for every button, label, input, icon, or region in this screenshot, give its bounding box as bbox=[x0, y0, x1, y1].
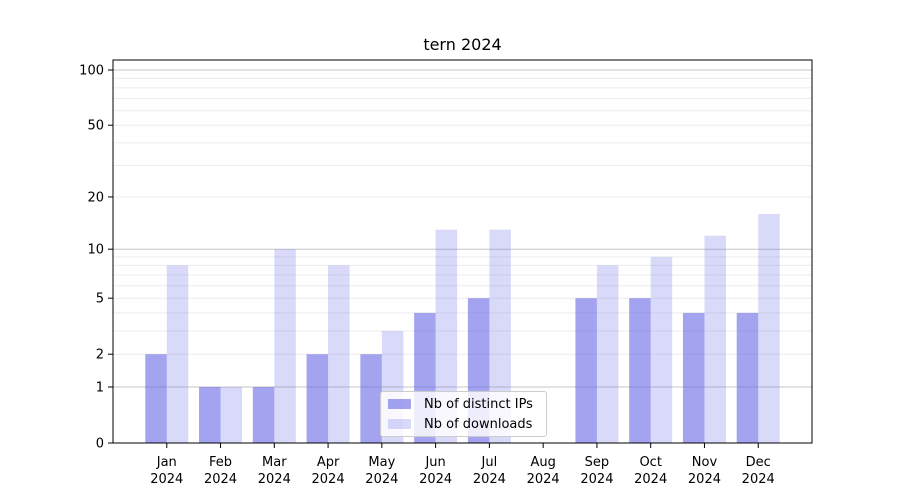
y-tick-label: 1 bbox=[96, 380, 104, 395]
legend-label-distinct-ips: Nb of distinct IPs bbox=[424, 396, 533, 412]
bar-apr-series-1 bbox=[328, 265, 350, 443]
x-tick-label-year: 2024 bbox=[419, 472, 452, 487]
bar-jan-series-1 bbox=[166, 265, 189, 443]
bar-jul-series-1 bbox=[489, 229, 511, 443]
bar-nov-series-1 bbox=[704, 235, 726, 443]
x-tick-label-year: 2024 bbox=[634, 472, 667, 487]
bar-mar-series-0 bbox=[252, 386, 275, 443]
y-tick-label: 10 bbox=[87, 243, 104, 258]
bar-feb-series-1 bbox=[220, 386, 243, 443]
y-tick-label: 0 bbox=[96, 437, 104, 452]
x-tick-label-month: Sep bbox=[585, 455, 610, 470]
bar-sep-series-1 bbox=[596, 265, 619, 443]
x-tick-label-month: Jul bbox=[481, 455, 498, 470]
x-tick-label-month: Mar bbox=[262, 455, 287, 470]
x-tick-label-year: 2024 bbox=[258, 472, 291, 487]
x-tick-label-year: 2024 bbox=[312, 472, 345, 487]
gridlines-minor bbox=[113, 77, 812, 355]
x-tick-label-year: 2024 bbox=[150, 472, 183, 487]
bar-jan-series-0 bbox=[145, 354, 167, 443]
legend-entry-downloads: Nb of downloads bbox=[388, 417, 539, 432]
legend-swatch-distinct-ips bbox=[388, 399, 411, 409]
x-axis: Jan 2024 Feb 2024 Mar 2024 Apr 2024 May 2024 Jun 20… bbox=[150, 443, 775, 487]
legend-swatch-downloads bbox=[388, 419, 411, 429]
y-tick-label: 5 bbox=[96, 292, 104, 307]
bar-oct-series-1 bbox=[650, 256, 673, 443]
x-tick-label-year: 2024 bbox=[742, 472, 775, 487]
x-tick-label-year: 2024 bbox=[473, 472, 506, 487]
x-tick-label-month: Jan bbox=[156, 455, 177, 470]
bar-jun-series-1 bbox=[435, 229, 458, 443]
bar-may-series-0 bbox=[360, 354, 382, 443]
bar-apr-series-0 bbox=[306, 354, 329, 443]
x-tick-label-year: 2024 bbox=[580, 472, 613, 487]
x-tick-label-year: 2024 bbox=[527, 472, 560, 487]
x-tick-label-month: Feb bbox=[209, 455, 232, 470]
bar-dec-series-0 bbox=[736, 312, 759, 443]
x-tick-label-month: Aug bbox=[530, 455, 555, 470]
x-tick-label-month: Nov bbox=[692, 455, 718, 470]
x-tick-label-year: 2024 bbox=[365, 472, 398, 487]
x-tick-label-month: Jun bbox=[424, 455, 445, 470]
x-tick-label-year: 2024 bbox=[204, 472, 237, 487]
x-tick-label-year: 2024 bbox=[688, 472, 721, 487]
x-tick-label-month: Oct bbox=[639, 455, 661, 470]
y-tick-label: 2 bbox=[96, 348, 104, 363]
y-tick-label: 20 bbox=[87, 190, 104, 205]
bars-series-1 bbox=[166, 214, 780, 443]
y-axis: 0 1 2 5 10 20 50 100 bbox=[79, 64, 113, 452]
bar-nov-series-0 bbox=[682, 312, 705, 443]
bar-mar-series-1 bbox=[274, 249, 296, 443]
y-tick-label: 50 bbox=[87, 119, 104, 134]
bar-dec-series-1 bbox=[758, 214, 780, 443]
x-tick-label-month: Apr bbox=[317, 455, 340, 470]
legend-entry-distinct-ips: Nb of distinct IPs bbox=[388, 397, 539, 412]
chart-title: tern 2024 bbox=[423, 35, 502, 54]
bar-oct-series-0 bbox=[629, 298, 651, 443]
bar-sep-series-0 bbox=[575, 298, 597, 443]
plot-frame bbox=[112, 59, 813, 444]
legend-label-downloads: Nb of downloads bbox=[424, 416, 533, 432]
x-tick-label-month: Dec bbox=[746, 455, 771, 470]
bar-feb-series-0 bbox=[199, 386, 221, 443]
y-tick-label: 100 bbox=[79, 64, 104, 79]
x-tick-label-month: May bbox=[368, 455, 395, 470]
legend: Nb of distinct IPs Nb of downloads bbox=[380, 391, 547, 437]
